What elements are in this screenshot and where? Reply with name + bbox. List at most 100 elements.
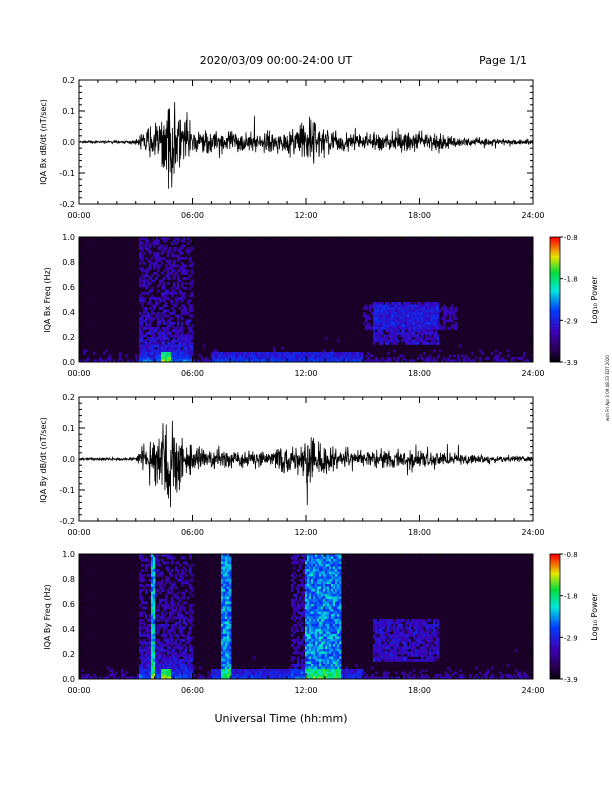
spectrogram-cell <box>321 586 324 590</box>
spectrogram-cell <box>145 339 148 343</box>
spectrogram-cell <box>321 646 324 650</box>
spectrogram-cell <box>413 631 416 635</box>
spectrogram-cell <box>351 671 354 675</box>
spectrogram-cell <box>335 639 338 642</box>
spectrogram-cell <box>309 609 312 612</box>
spectrogram-cell <box>391 332 394 335</box>
spectrogram-cell <box>191 284 194 288</box>
spectrogram-cell <box>385 324 388 328</box>
spectrogram-cell <box>329 654 332 657</box>
spectrogram-cell <box>167 671 170 675</box>
spectrogram-cell <box>139 344 142 348</box>
spectrogram-cell <box>255 674 258 677</box>
spectrogram-cell <box>121 669 124 672</box>
spectrogram-cell <box>111 671 114 675</box>
x-tick-label: 18:00 <box>408 528 431 537</box>
spectrogram-cell <box>323 636 326 640</box>
spectrogram-cell <box>333 656 336 660</box>
spectrogram-cell <box>109 669 112 672</box>
bx-spectrogram-ylabel: IQA Bx Freq (Hz) <box>43 267 52 333</box>
spectrogram-cell <box>153 626 156 630</box>
spectrogram-cell <box>221 634 224 637</box>
spectrogram-cell <box>327 661 330 665</box>
spectrogram-cell <box>219 357 222 360</box>
spectrogram-cell <box>153 312 156 315</box>
spectrogram-cell <box>157 559 160 562</box>
spectrogram-cell <box>177 269 180 273</box>
spectrogram-cell <box>301 669 304 672</box>
spectrogram-cell <box>183 304 186 308</box>
spectrogram-cell <box>391 644 394 647</box>
spectrogram-cell <box>419 634 422 637</box>
spectrogram-cell <box>143 344 146 348</box>
spectrogram-cell <box>143 297 146 300</box>
spectrogram-cell <box>331 659 334 662</box>
spectrogram-cell <box>337 641 340 645</box>
spectrogram-cell <box>253 359 256 363</box>
spectrogram-cell <box>387 651 390 655</box>
spectrogram-cell <box>191 671 194 675</box>
spectrogram-cell <box>357 357 360 360</box>
spectrogram-cell <box>231 671 234 675</box>
spectrogram-cell <box>161 244 164 248</box>
spectrogram-cell <box>363 359 366 363</box>
spectrogram-cell <box>181 646 184 650</box>
spectrogram-cell <box>375 659 378 662</box>
spectrogram-cell <box>177 277 180 280</box>
spectrogram-cell <box>173 556 176 560</box>
spectrogram-cell <box>153 332 156 335</box>
spectrogram-cell <box>395 676 398 680</box>
spectrogram-cell <box>333 554 336 557</box>
spectrogram-cell <box>153 606 156 610</box>
spectrogram-cell <box>221 644 224 647</box>
spectrogram-cell <box>317 596 320 600</box>
spectrogram-cell <box>337 626 340 630</box>
spectrogram-cell <box>415 639 418 642</box>
spectrogram-cell <box>337 611 340 615</box>
spectrogram-cell <box>225 631 228 635</box>
spectrogram-cell <box>225 671 228 675</box>
spectrogram-cell <box>323 352 326 355</box>
spectrogram-cell <box>333 639 336 642</box>
spectrogram-cell <box>215 669 218 672</box>
spectrogram-cell <box>161 624 164 627</box>
spectrogram-cell <box>183 654 186 657</box>
spectrogram-cell <box>493 357 496 360</box>
spectrogram-cell <box>139 339 142 343</box>
spectrogram-cell <box>305 669 308 672</box>
spectrogram-cell <box>383 322 386 325</box>
spectrogram-cell <box>151 631 154 635</box>
spectrogram-cell <box>187 631 190 635</box>
spectrogram-cell <box>339 606 342 610</box>
spectrogram-cell <box>303 569 306 572</box>
spectrogram-cell <box>341 669 344 672</box>
spectrogram-cell <box>227 554 230 557</box>
spectrogram-cell <box>163 664 166 667</box>
spectrogram-cell <box>315 631 318 635</box>
spectrogram-cell <box>405 317 408 320</box>
spectrogram-cell <box>183 297 186 300</box>
spectrogram-cell <box>327 664 330 667</box>
spectrogram-cell <box>183 664 186 667</box>
spectrogram-cell <box>373 322 376 325</box>
spectrogram-cell <box>395 649 398 652</box>
spectrogram-cell <box>243 354 246 358</box>
spectrogram-cell <box>301 559 304 562</box>
spectrogram-cell <box>143 649 146 652</box>
spectrogram-cell <box>317 609 320 612</box>
spectrogram-cell <box>407 314 410 318</box>
spectrogram-cell <box>183 349 186 353</box>
spectrogram-cell <box>201 357 204 360</box>
spectrogram-cell <box>383 314 386 318</box>
spectrogram-cell <box>377 324 380 328</box>
spectrogram-cell <box>157 342 160 345</box>
spectrogram-cell <box>313 656 316 660</box>
spectrogram-cell <box>279 671 282 675</box>
spectrogram-cell <box>153 591 156 595</box>
spectrogram-cell <box>413 659 416 662</box>
spectrogram-cell <box>151 586 154 590</box>
spectrogram-cell <box>149 282 152 285</box>
spectrogram-cell <box>189 554 192 557</box>
spectrogram-cell <box>149 299 152 303</box>
spectrogram-cell <box>431 302 434 305</box>
